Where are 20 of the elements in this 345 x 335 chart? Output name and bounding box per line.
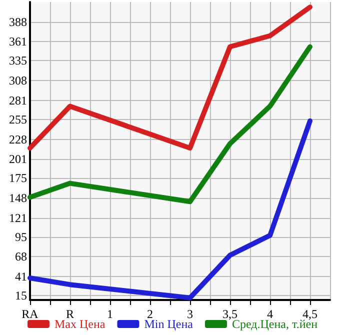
y-tick-label: 201: [9, 152, 27, 166]
y-tick-label: 281: [9, 93, 27, 108]
y-tick-label: 175: [9, 171, 27, 186]
y-tick-label: 121: [9, 210, 27, 225]
x-tick-label: 1: [107, 307, 113, 321]
x-tick-label: 4,5: [302, 307, 318, 321]
y-tick-label: 148: [9, 190, 27, 205]
y-tick-label: 41: [15, 270, 27, 284]
y-tick-label: 388: [9, 14, 27, 29]
y-tick-label: 255: [9, 112, 27, 126]
y-tick-label: 335: [9, 54, 27, 68]
x-tick-label: 3,5: [222, 307, 238, 321]
x-tick-label: RA: [22, 307, 39, 321]
y-tick-label: 361: [9, 34, 27, 49]
y-tick-label: 95: [15, 230, 27, 244]
y-tick-label: 15: [15, 288, 27, 303]
y-tick-label: 308: [9, 74, 27, 88]
x-tick-label: 4: [267, 307, 273, 321]
y-tick-label: 228: [9, 132, 27, 146]
y-tick-label: 68: [15, 250, 27, 264]
